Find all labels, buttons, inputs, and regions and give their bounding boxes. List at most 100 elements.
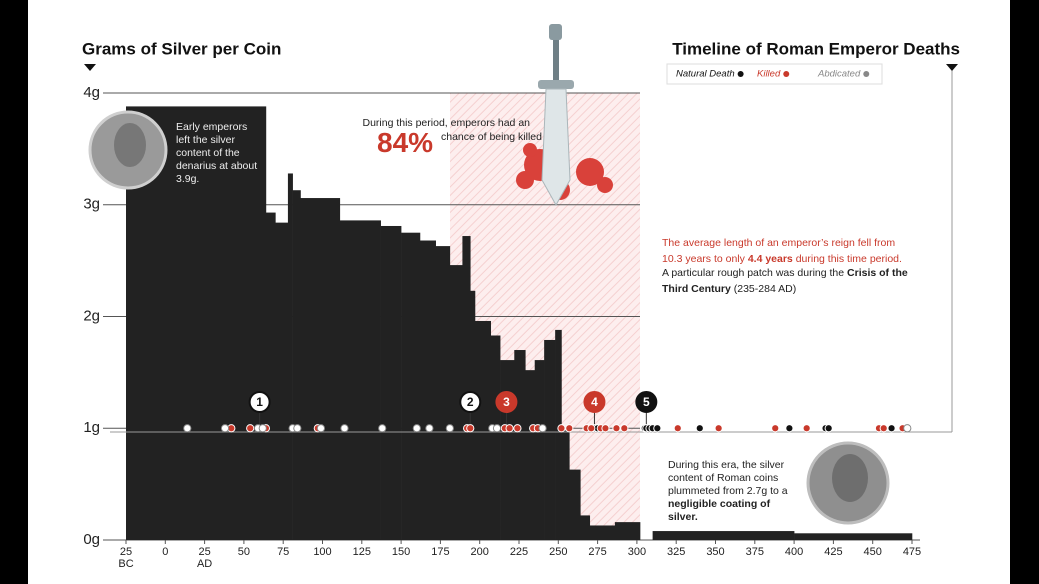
step-bar [401,232,421,540]
step-bar [534,360,545,540]
death-dot [378,424,387,433]
annotation-percent: 84% [377,127,434,158]
y-tick-label: 0g [83,531,100,548]
annotation: chance of being killed [441,131,542,143]
step-bar [474,320,492,540]
death-dot [445,424,454,433]
death-dot [557,424,566,433]
step-bar [555,329,562,540]
x-tick-label: 350 [706,546,724,558]
x-tick-label: 475 [903,546,921,558]
annotation: Early emperors left the silver content o… [176,121,258,185]
annotation: During this period, emperors had an [362,117,530,129]
step-bar [275,222,289,540]
death-dot [183,424,192,433]
x-tick-label: 25 BC [118,546,133,570]
step-bar [462,236,471,541]
x-tick-label: 275 [588,546,606,558]
death-dot [466,424,475,433]
text-bold: negligible coating of silver. [668,498,771,523]
step-bar [589,525,616,540]
death-dot [620,424,629,433]
step-bar [449,265,463,540]
y-tick-label: 2g [83,307,100,324]
step-bar [544,339,556,540]
text-bold: Crisis of the Third Century [662,267,908,295]
step-bar [794,533,913,540]
title-arrow [946,64,958,71]
death-dot [565,424,574,433]
death-dot [412,424,421,433]
death-dot [903,424,912,433]
marker-label: 1 [256,395,263,409]
title-arrow [84,64,96,71]
death-dot [513,424,522,433]
legend-swatch [737,71,744,77]
annotation: During this era, the silver content of R… [668,459,800,524]
step-bar [292,190,301,540]
death-dot [492,424,502,433]
death-dot [220,424,230,433]
step-bar [652,531,795,540]
legend: Natural Death Killed Abdicated [676,69,870,80]
step-bar [525,370,536,540]
x-tick-label: 50 [238,546,250,558]
marker-circle [459,391,482,413]
y-tick-label: 4g [83,84,100,101]
legend-swatch [863,71,870,77]
coin-portrait [832,454,868,502]
x-tick-label: 225 [510,546,528,558]
legend-label: Abdicated [817,69,861,80]
death-dot [340,424,349,433]
x-tick-label: 325 [667,546,685,558]
death-dot [673,424,682,433]
step-bar [419,240,436,540]
step-bar [470,290,476,540]
step-bar [380,225,402,541]
step-bar [287,173,293,540]
death-dot [258,424,267,433]
death-dot [587,424,596,433]
x-tick-label: 200 [471,546,489,558]
annotation: The average length of an emperor’s reign… [662,235,912,267]
step-bar [614,522,641,540]
x-tick-label: 75 [277,546,289,558]
x-tick-label: 450 [864,546,882,558]
text-bold: 4.4 years [747,253,793,265]
marker-circle [248,391,271,413]
text: A particular rough patch was during the [662,267,848,279]
legend-swatch [783,71,790,77]
death-dot [425,424,434,433]
x-tick-label: 175 [431,546,449,558]
marker-circle [583,391,606,413]
x-tick-label: 0 [162,546,168,558]
death-dot [612,424,621,433]
text: (235-284 AD) [730,283,797,295]
marker-label: 3 [503,395,510,409]
timeline-marks: 1 2 3 4 5 [183,391,912,433]
marker-circle [635,391,658,413]
x-tick-label: 400 [785,546,803,558]
death-dot [601,424,610,433]
death-dot [695,424,704,433]
death-dot [802,424,811,433]
step-bar [300,198,341,541]
marker-label: 5 [643,395,650,409]
x-tick-label: 250 [549,546,567,558]
death-dot [293,424,302,433]
death-dot [316,424,326,433]
timeline-title: Timeline of Roman Emperor Deaths [672,39,960,58]
x-tick-label: 300 [628,546,646,558]
x-tick-label: 100 [313,546,331,558]
marker-circle [495,391,518,413]
death-dot [714,424,723,433]
step-bar [339,220,381,540]
death-dot [824,424,833,433]
x-tick-label: 425 [824,546,842,558]
text: The average length of an emperor’s reign… [662,237,896,265]
x-tick-label: 150 [392,546,410,558]
step-bar [265,212,276,540]
coin-portrait [114,123,146,167]
